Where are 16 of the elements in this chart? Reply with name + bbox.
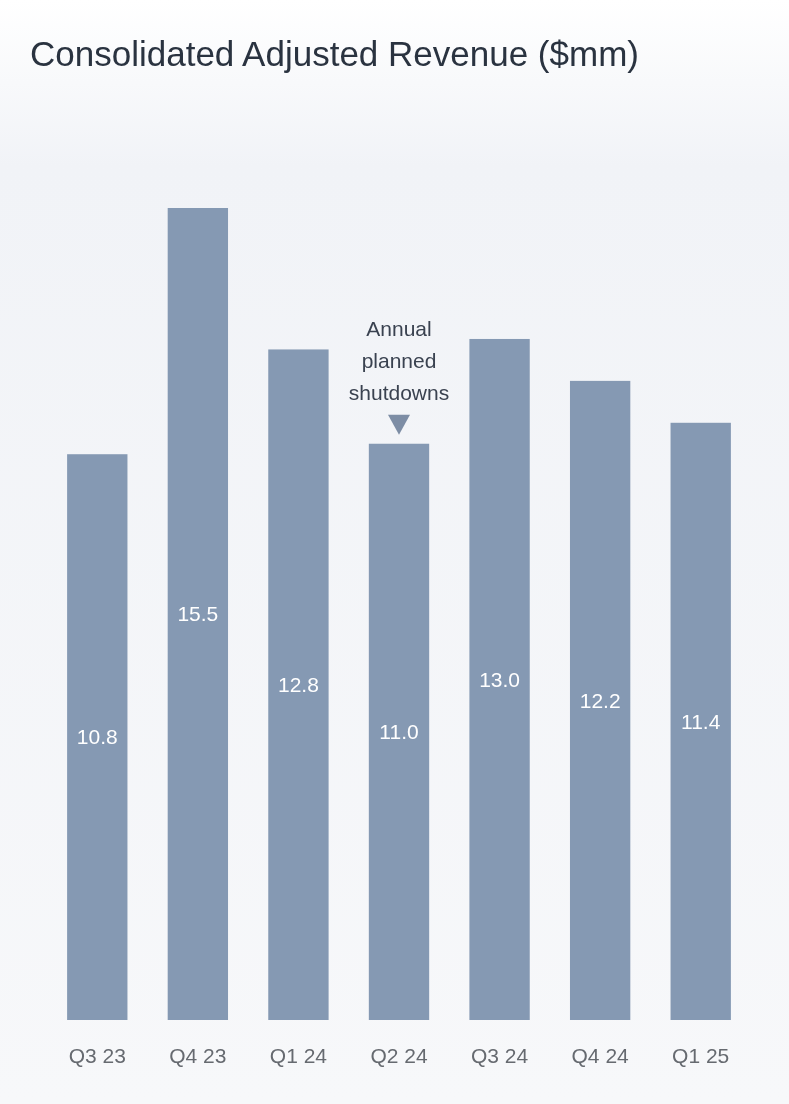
data-label: 15.5 [177, 602, 219, 626]
annotation: Annual planned shutdowns [348, 316, 450, 404]
x-tick-label: Q4 24 [571, 1044, 630, 1067]
data-label: 12.8 [277, 673, 319, 697]
chart-title: Consolidated Adjusted Revenue ($mm) [30, 34, 639, 73]
data-label: 11.0 [379, 720, 419, 744]
x-tick-label: Q1 24 [269, 1044, 328, 1067]
x-tick-label: Q4 23 [169, 1044, 227, 1067]
x-tick-label: Q3 23 [68, 1044, 126, 1067]
data-label: 13.0 [479, 667, 521, 691]
x-tick-label: Q1 25 [672, 1044, 730, 1067]
data-label: 11.4 [681, 709, 721, 733]
data-label: 10.8 [76, 725, 118, 749]
x-tick-label: Q3 24 [470, 1044, 529, 1067]
x-tick-label: Q2 24 [370, 1044, 428, 1067]
data-label: 12.2 [579, 688, 621, 712]
